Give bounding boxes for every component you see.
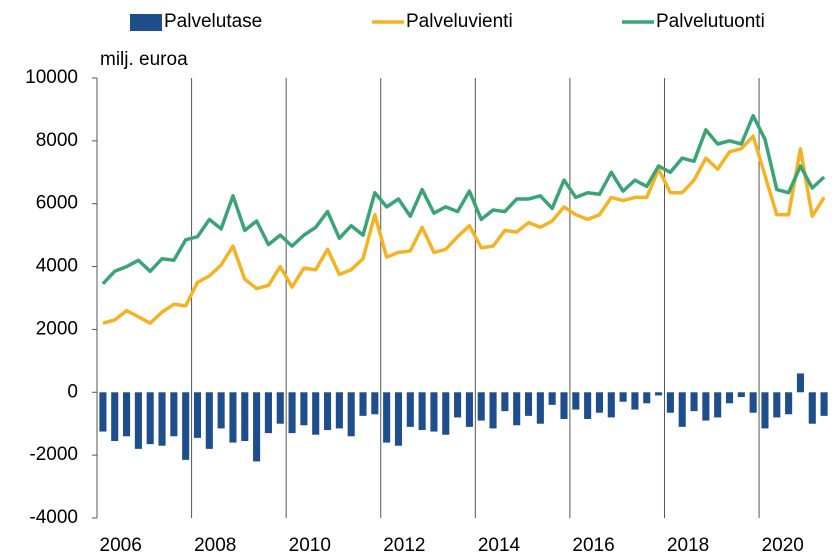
bar — [347, 392, 355, 437]
bar — [808, 392, 816, 424]
bar — [595, 392, 604, 413]
legend-swatch — [130, 14, 162, 31]
bar — [170, 392, 178, 437]
x-tick-label: 2018 — [667, 535, 709, 556]
legend-label: Palvelutase — [164, 11, 262, 32]
bar — [312, 392, 320, 435]
x-tick-label: 2008 — [194, 535, 236, 556]
bar — [217, 392, 225, 429]
bar — [323, 392, 332, 430]
line — [101, 113, 826, 286]
y-tick-label: 8000 — [36, 130, 78, 151]
y-tick-label: -4000 — [29, 507, 78, 528]
bar — [406, 392, 414, 427]
bar — [359, 392, 367, 416]
bar — [702, 392, 710, 421]
bar — [288, 392, 296, 434]
bar — [501, 392, 509, 412]
bar — [725, 392, 734, 404]
bar — [371, 392, 379, 415]
bar — [134, 392, 142, 449]
bar — [666, 392, 674, 413]
x-tick-label: 2020 — [762, 535, 804, 556]
bar — [607, 392, 615, 418]
line — [102, 134, 826, 325]
bar — [489, 392, 497, 429]
bar — [631, 392, 639, 410]
bar — [123, 392, 131, 437]
y-tick-label: 2000 — [36, 318, 78, 339]
y-tick-label: 0 — [67, 381, 78, 402]
bar — [193, 392, 202, 438]
legend-label: Palvelutuonti — [656, 11, 765, 32]
bar — [253, 392, 261, 462]
bar — [749, 392, 757, 413]
bar — [182, 392, 190, 460]
legend-label: Palveluvienti — [406, 11, 513, 32]
bar — [619, 392, 627, 402]
x-tick-label: 2016 — [572, 535, 614, 556]
y-axis-label: milj. euroa — [100, 49, 188, 70]
bar — [773, 392, 781, 418]
bar — [229, 392, 237, 443]
bar — [146, 392, 154, 445]
bar — [394, 392, 403, 446]
bar — [655, 392, 663, 396]
bar — [442, 392, 450, 435]
x-tick-label: 2006 — [100, 535, 142, 556]
bar — [524, 392, 533, 416]
bar — [572, 392, 580, 410]
bar — [335, 392, 343, 429]
bar — [465, 392, 473, 427]
bar — [714, 392, 722, 418]
bar — [430, 392, 438, 432]
bar — [454, 392, 462, 418]
bar — [477, 392, 485, 421]
bar — [548, 392, 556, 405]
x-tick-label: 2012 — [383, 535, 425, 556]
x-tick-label: 2014 — [478, 535, 521, 556]
bar — [785, 392, 793, 415]
bar — [690, 392, 698, 412]
bar — [300, 392, 308, 426]
bar — [584, 392, 592, 419]
bar — [383, 392, 391, 443]
y-tick-label: 6000 — [36, 193, 78, 214]
y-tick-label: 10000 — [25, 67, 78, 88]
bar — [737, 392, 745, 397]
bar — [205, 392, 213, 449]
bar — [761, 392, 769, 429]
bar — [418, 392, 426, 430]
bar — [111, 392, 119, 441]
bar — [513, 392, 521, 426]
bar — [241, 392, 249, 441]
bar — [560, 392, 568, 419]
bar — [158, 392, 166, 446]
y-tick-label: -2000 — [29, 444, 78, 465]
bar — [820, 392, 828, 416]
bar — [99, 392, 107, 432]
bar — [264, 392, 272, 434]
bar — [678, 392, 686, 427]
bar — [796, 373, 804, 393]
bar — [536, 392, 544, 424]
y-tick-label: 4000 — [36, 256, 78, 277]
x-tick-label: 2010 — [289, 535, 331, 556]
bar — [276, 392, 284, 424]
bar — [643, 392, 651, 404]
